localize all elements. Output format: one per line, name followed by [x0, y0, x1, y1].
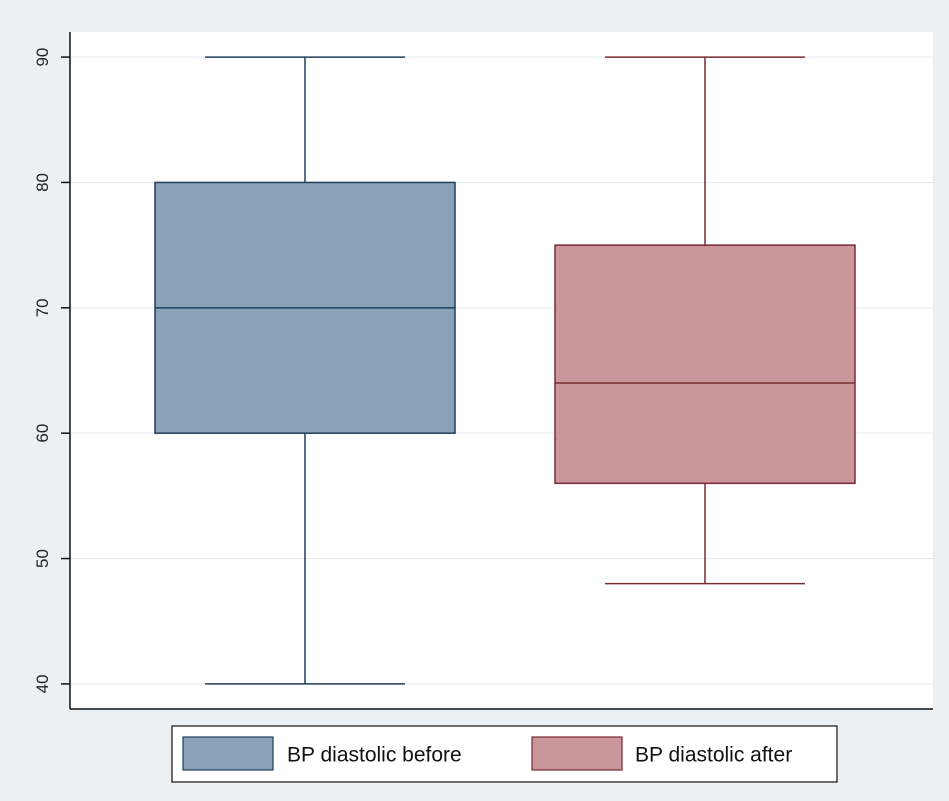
y-tick-label: 80 [33, 173, 52, 192]
iqr-box [554, 244, 856, 485]
legend-label-before: BP diastolic before [287, 743, 462, 766]
legend: BP diastolic before BP diastolic after [171, 725, 838, 783]
box-before [154, 56, 456, 685]
legend-label-after: BP diastolic after [635, 743, 792, 766]
legend-swatch-after [531, 736, 623, 771]
legend-swatch-before [182, 736, 274, 771]
boxes [154, 56, 856, 685]
y-tick-label: 90 [33, 48, 52, 67]
y-axis: 40 50 60 70 80 90 [33, 48, 70, 693]
box-after [554, 56, 856, 585]
legend-box [171, 725, 838, 783]
y-tick-label: 60 [33, 424, 52, 443]
y-tick-label: 40 [33, 674, 52, 693]
y-tick-label: 50 [33, 549, 52, 568]
y-tick-label: 70 [33, 298, 52, 317]
